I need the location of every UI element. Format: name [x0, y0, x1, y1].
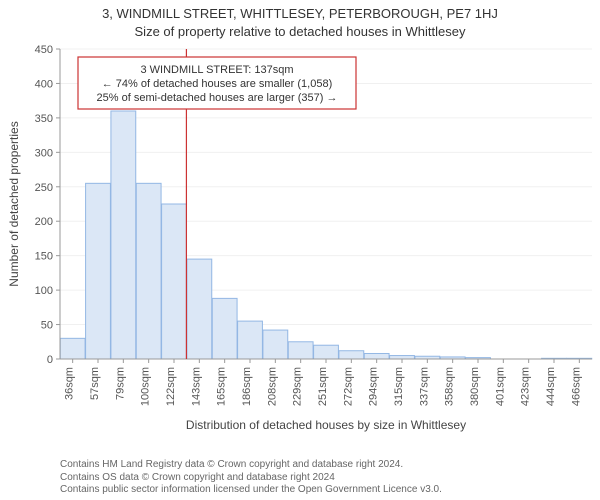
x-tick-label: 401sqm: [494, 367, 506, 406]
histogram-bar: [238, 321, 263, 359]
page-subtitle: Size of property relative to detached ho…: [0, 24, 600, 40]
x-tick-label: 57sqm: [89, 367, 101, 400]
footer-line: Contains OS data © Crown copyright and d…: [60, 472, 600, 485]
histogram-bar: [288, 342, 313, 359]
x-tick-label: 294sqm: [368, 367, 380, 406]
histogram-chart: 0 50 100 150 200 250 300 350 400 450 36sqm 57sqm 79s…: [0, 39, 600, 459]
svg-text:0: 0: [47, 354, 53, 366]
x-tick-label: 229sqm: [292, 367, 304, 406]
histogram-bar: [187, 259, 212, 359]
x-tick-label: 100sqm: [140, 367, 152, 406]
svg-text:400: 400: [35, 79, 53, 91]
histogram-bar: [390, 356, 415, 359]
x-tick-label: 337sqm: [418, 367, 430, 406]
histogram-bar: [162, 204, 187, 359]
histogram-bar: [314, 345, 339, 359]
x-tick-label: 272sqm: [342, 367, 354, 406]
x-tick-label: 358sqm: [444, 367, 456, 406]
footer-line: Contains HM Land Registry data © Crown c…: [60, 459, 600, 472]
histogram-bar: [364, 354, 389, 360]
x-tick-label: 208sqm: [266, 367, 278, 406]
x-tick-label: 36sqm: [64, 367, 76, 400]
x-tick-label: 423sqm: [520, 367, 532, 406]
x-tick-label: 165sqm: [216, 367, 228, 406]
svg-text:50: 50: [41, 320, 53, 332]
annotation-text: 25% of semi-detached houses are larger (…: [97, 92, 338, 104]
y-axis-label: Number of detached properties: [7, 121, 21, 286]
svg-text:200: 200: [35, 216, 53, 228]
footer-attribution: Contains HM Land Registry data © Crown c…: [0, 459, 600, 497]
histogram-bar: [339, 351, 364, 359]
footer-line: Contains public sector information licen…: [60, 484, 600, 497]
svg-text:150: 150: [35, 251, 53, 263]
x-tick-label: 79sqm: [114, 367, 126, 400]
x-tick-label: 251sqm: [317, 367, 329, 406]
svg-text:450: 450: [35, 44, 53, 56]
histogram-bar: [212, 299, 237, 360]
x-tick-label: 315sqm: [393, 367, 405, 406]
svg-text:300: 300: [35, 148, 53, 160]
svg-text:100: 100: [35, 285, 53, 297]
x-tick-label: 186sqm: [241, 367, 253, 406]
x-tick-label: 143sqm: [190, 367, 202, 406]
histogram-bar: [136, 184, 161, 360]
titles-block: 3, WINDMILL STREET, WHITTLESEY, PETERBOR…: [0, 0, 600, 39]
x-tick-label: 380sqm: [469, 367, 481, 406]
histogram-bar: [263, 330, 288, 359]
annotation-text: ← 74% of detached houses are smaller (1,…: [102, 78, 333, 90]
x-tick-label: 122sqm: [165, 367, 177, 406]
x-tick-label: 466sqm: [570, 367, 582, 406]
histogram-bar: [111, 111, 136, 359]
histogram-bar: [60, 339, 85, 360]
histogram-bar: [86, 184, 111, 360]
annotation-text: 3 WINDMILL STREET: 137sqm: [140, 64, 293, 76]
page-title: 3, WINDMILL STREET, WHITTLESEY, PETERBOR…: [0, 6, 600, 22]
svg-text:250: 250: [35, 182, 53, 194]
x-tick-label: 444sqm: [545, 367, 557, 406]
x-axis-label: Distribution of detached houses by size …: [186, 418, 466, 432]
svg-text:350: 350: [35, 113, 53, 125]
